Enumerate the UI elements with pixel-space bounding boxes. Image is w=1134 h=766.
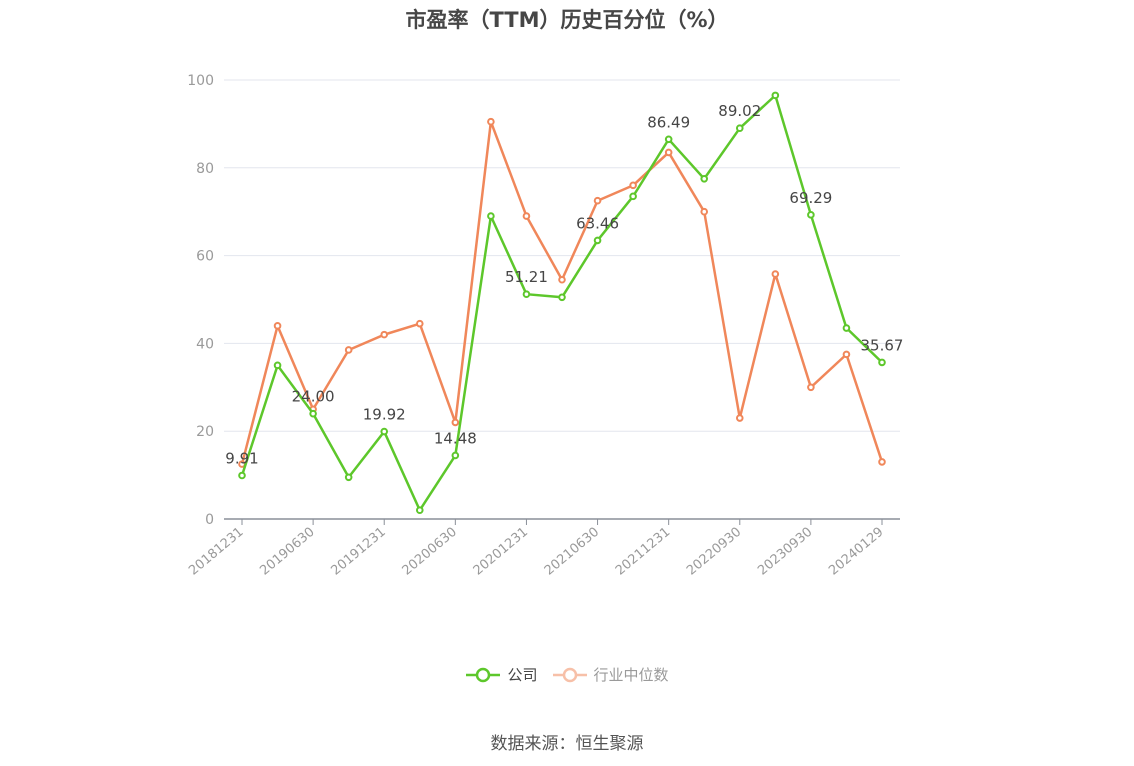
data-point-industry-median[interactable]: [522, 212, 531, 220]
legend-label-company: 公司: [507, 666, 538, 684]
chart-title: 市盈率（TTM）历史百分位（%）: [405, 8, 729, 32]
data-point-company[interactable]: [629, 192, 637, 201]
x-tick-label: 20191231: [328, 525, 388, 579]
data-point-company[interactable]: [700, 174, 709, 183]
data-point-industry-median[interactable]: [664, 148, 673, 157]
data-label: 35.67: [861, 336, 904, 354]
y-tick-label: 20: [196, 424, 214, 440]
data-label: 69.29: [789, 189, 832, 207]
legend-item-industry-median[interactable]: 行业中位数: [552, 664, 669, 685]
data-point-industry-median[interactable]: [771, 270, 780, 278]
data-point-company[interactable]: [664, 135, 673, 144]
legend-marker-industry-median: [552, 667, 587, 682]
y-tick-label: 40: [196, 336, 214, 352]
data-label: 51.21: [505, 268, 548, 286]
data-point-industry-median[interactable]: [700, 207, 709, 216]
y-tick-label: 100: [187, 73, 214, 89]
data-point-industry-median[interactable]: [415, 319, 424, 328]
data-label: 86.49: [647, 113, 690, 131]
data-label: 19.92: [363, 406, 406, 424]
data-point-company[interactable]: [593, 236, 602, 245]
data-point-company[interactable]: [273, 361, 282, 370]
x-tick-label: 20210630: [542, 525, 602, 579]
legend-marker-company: [466, 667, 501, 682]
data-point-industry-median[interactable]: [842, 350, 851, 359]
series-line-industry-median: [240, 120, 884, 465]
data-point-company[interactable]: [415, 506, 424, 515]
data-point-industry-median[interactable]: [451, 418, 460, 427]
data-point-company[interactable]: [451, 451, 460, 460]
data-label: 9.91: [225, 449, 258, 467]
data-point-company[interactable]: [238, 471, 246, 480]
legend-label-industry-median: 行业中位数: [593, 666, 669, 684]
data-point-industry-median[interactable]: [487, 117, 495, 126]
data-point-company[interactable]: [522, 290, 531, 298]
data-point-industry-median[interactable]: [593, 196, 602, 205]
x-tick-label: 20240129: [826, 525, 886, 579]
x-tick-label: 20230930: [755, 525, 815, 579]
grid-lines: [224, 79, 900, 432]
x-axis: 20181231 20190630 20191231 20200630 20201231…: [186, 518, 900, 579]
x-tick-label: 20181231: [186, 525, 246, 579]
data-point-industry-median[interactable]: [380, 330, 389, 339]
data-point-industry-median[interactable]: [735, 414, 744, 422]
data-point-industry-median[interactable]: [629, 181, 637, 190]
data-label: 63.46: [576, 214, 619, 232]
data-point-industry-median[interactable]: [878, 458, 886, 466]
y-tick-label: 80: [196, 161, 214, 177]
data-point-company[interactable]: [344, 473, 353, 482]
data-point-industry-median[interactable]: [807, 383, 815, 392]
series-lines: [238, 91, 886, 515]
data-point-company[interactable]: [807, 211, 815, 219]
data-label: 24.00: [292, 388, 335, 406]
data-point-industry-median[interactable]: [344, 346, 353, 354]
data-labels: 9.91 24.00 19.92 14.48 51.21 63.46 86.49 89.02 6…: [225, 102, 903, 467]
data-point-company[interactable]: [771, 91, 780, 100]
series-line-company: [240, 94, 883, 512]
source-note: 数据来源：恒生聚源: [490, 734, 644, 754]
legend-item-company[interactable]: 公司: [465, 664, 538, 685]
data-point-industry-median[interactable]: [273, 322, 282, 330]
y-tick-label: 60: [196, 249, 214, 265]
x-tick-label: 20211231: [613, 525, 673, 579]
x-tick-label: 20220930: [684, 525, 744, 579]
x-tick-label: 20200630: [400, 525, 460, 579]
data-point-company[interactable]: [878, 358, 886, 367]
y-axis: 0 20 40 60 80 100: [187, 73, 214, 528]
data-point-company[interactable]: [380, 427, 389, 436]
x-tick-label: 20190630: [257, 525, 317, 579]
data-point-company[interactable]: [558, 293, 566, 302]
data-point-company[interactable]: [735, 124, 744, 133]
data-point-industry-median[interactable]: [558, 275, 566, 284]
data-point-company[interactable]: [309, 409, 317, 418]
y-tick-label: 0: [205, 512, 214, 528]
data-point-company[interactable]: [487, 212, 495, 220]
legend: 公司 行业中位数: [0, 664, 1134, 685]
data-label: 14.48: [434, 429, 477, 447]
data-point-company[interactable]: [842, 324, 851, 332]
data-label: 89.02: [718, 102, 761, 120]
x-tick-label: 20201231: [471, 525, 531, 579]
